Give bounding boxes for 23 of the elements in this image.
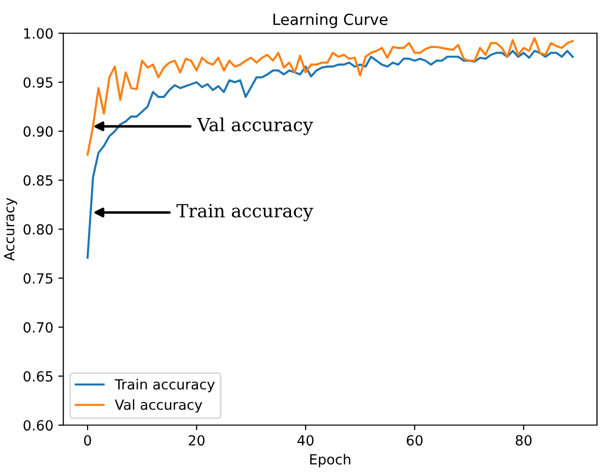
y-tick-label: 0.65 <box>24 371 52 382</box>
y-tick-label: 0.70 <box>24 322 53 333</box>
y-tick-label: 0.60 <box>24 420 53 431</box>
annotation: Train accuracy <box>176 204 314 222</box>
y-tick-label: 0.95 <box>24 77 52 88</box>
y-tick-label: 1.00 <box>24 28 53 39</box>
line-series <box>86 50 574 259</box>
x-tick-label: 0 <box>84 435 92 446</box>
y-tick-label: 0.85 <box>24 175 52 186</box>
line-series <box>86 37 574 156</box>
x-tick-label: 80 <box>516 435 532 446</box>
legend-label: Train accuracy <box>114 378 215 392</box>
chart-title: Learning Curve <box>274 13 388 28</box>
x-tick-label: 60 <box>406 435 423 446</box>
y-axis-title: Accuracy <box>4 198 18 261</box>
annotation: Val accuracy <box>197 117 314 136</box>
y-tick-label: 0.80 <box>24 224 53 235</box>
x-axis-title: Epoch <box>310 454 350 468</box>
legend-label: Val accuracy <box>114 399 202 413</box>
y-tick-label: 0.90 <box>24 126 53 137</box>
x-tick-label: 40 <box>297 435 314 446</box>
x-tick-label: 20 <box>188 435 205 446</box>
y-tick-label: 0.75 <box>24 273 52 284</box>
